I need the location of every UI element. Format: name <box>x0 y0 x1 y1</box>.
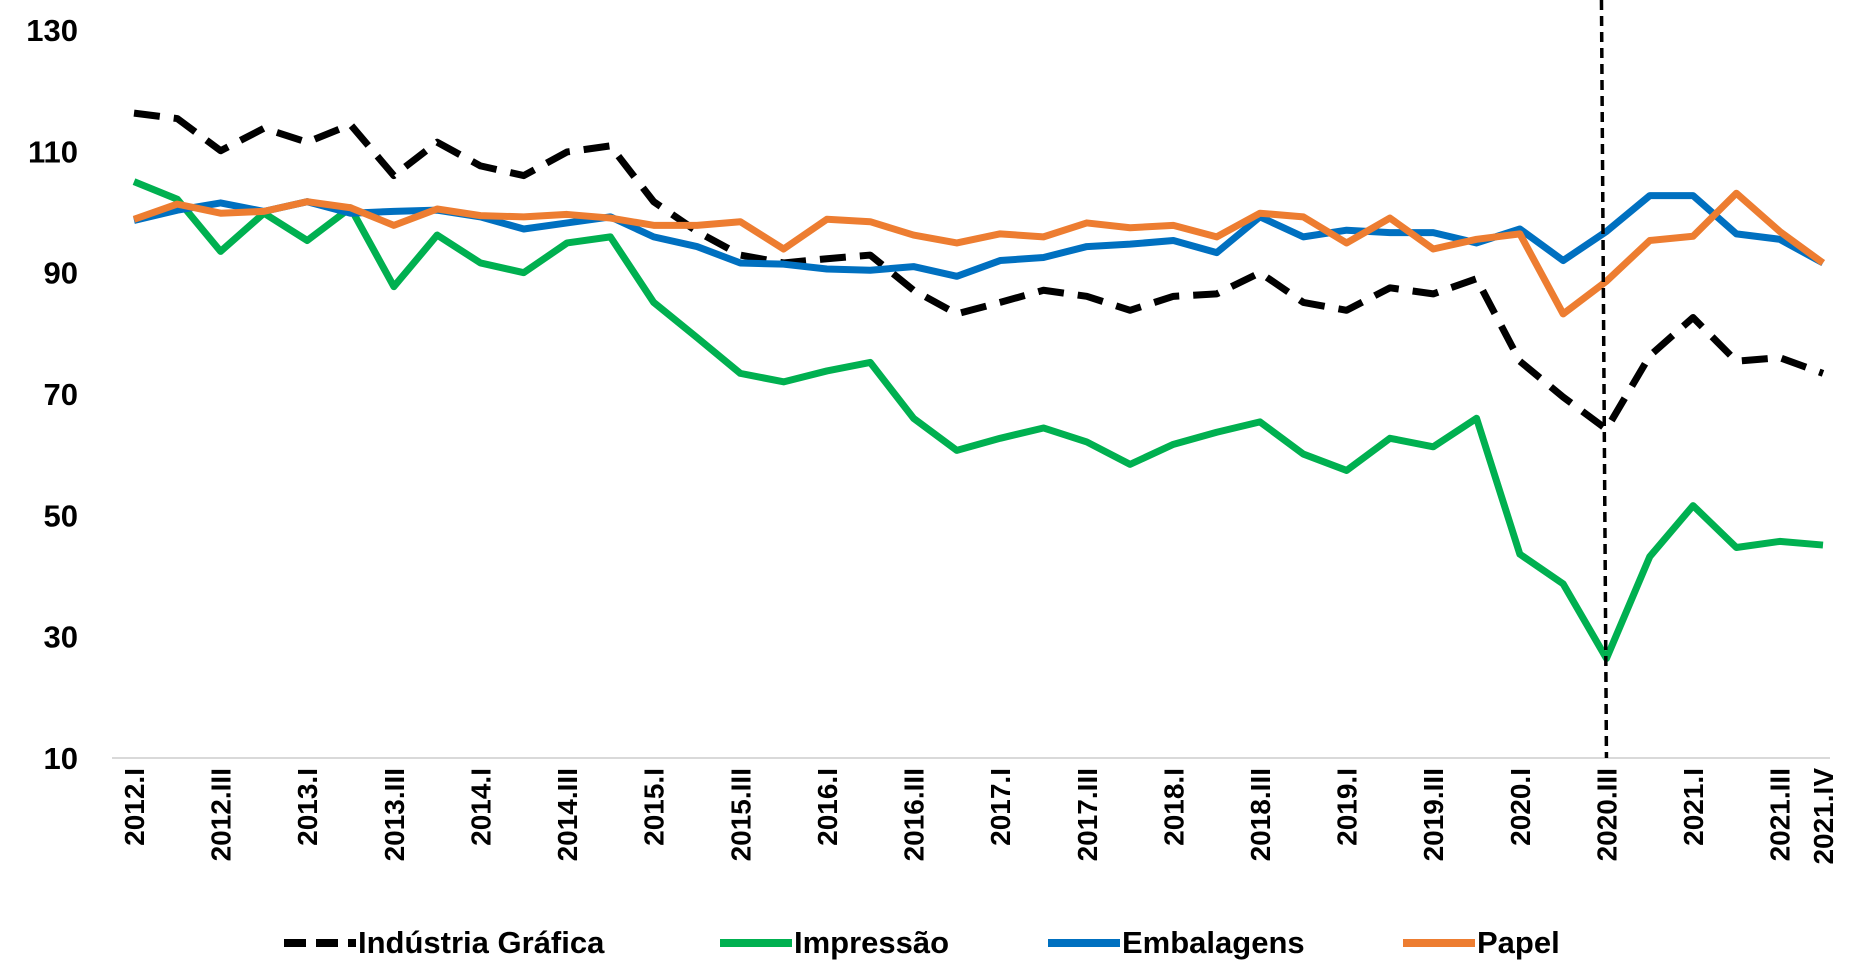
y-tick-label: 30 <box>44 620 78 655</box>
x-tick-label: 2016.I <box>812 768 843 846</box>
y-tick-label: 50 <box>44 498 78 533</box>
legend-label: Indústria Gráfica <box>358 925 605 960</box>
series-line <box>132 178 1824 663</box>
y-tick-label: 110 <box>28 134 78 169</box>
series-line <box>133 109 1825 433</box>
x-tick-label: 2020.I <box>1505 768 1536 846</box>
legend-label: Papel <box>1477 925 1560 960</box>
x-tick-label: 2019.III <box>1418 768 1449 861</box>
y-tick-label: 90 <box>44 256 78 291</box>
x-tick-label: 2018.I <box>1158 768 1189 846</box>
x-tick-label: 2012.III <box>206 768 237 861</box>
x-tick-label: 2021.I <box>1678 768 1709 846</box>
legend-label: Impressão <box>794 925 949 960</box>
x-tick-label: 2017.III <box>1072 768 1103 861</box>
y-tick-label: 70 <box>44 377 78 412</box>
x-tick-label: 2014.III <box>552 768 583 861</box>
x-tick-label: 2015.III <box>725 768 756 861</box>
series-line <box>132 189 1826 318</box>
legend-label: Embalagens <box>1122 925 1305 960</box>
series-line <box>133 192 1825 280</box>
x-tick-label: 2013.III <box>379 768 410 861</box>
x-tick-label: 2013.I <box>292 768 323 846</box>
x-tick-label: 2017.I <box>985 768 1016 846</box>
x-tick-label: 2012.I <box>119 768 150 846</box>
y-tick-label: 130 <box>26 13 78 48</box>
x-tick-label: 2019.I <box>1332 768 1363 846</box>
x-tick-label: 2020.III <box>1591 768 1622 861</box>
x-tick-label: 2016.III <box>899 768 930 861</box>
x-tick-label: 2018.III <box>1245 768 1276 861</box>
y-tick-label: 10 <box>44 741 78 776</box>
x-tick-label: 2021.III <box>1765 768 1796 861</box>
reference-line <box>1599 0 1609 759</box>
x-tick-label: 2021.IV <box>1808 768 1839 865</box>
x-tick-label: 2014.I <box>465 768 496 846</box>
x-tick-label: 2015.I <box>639 768 670 846</box>
